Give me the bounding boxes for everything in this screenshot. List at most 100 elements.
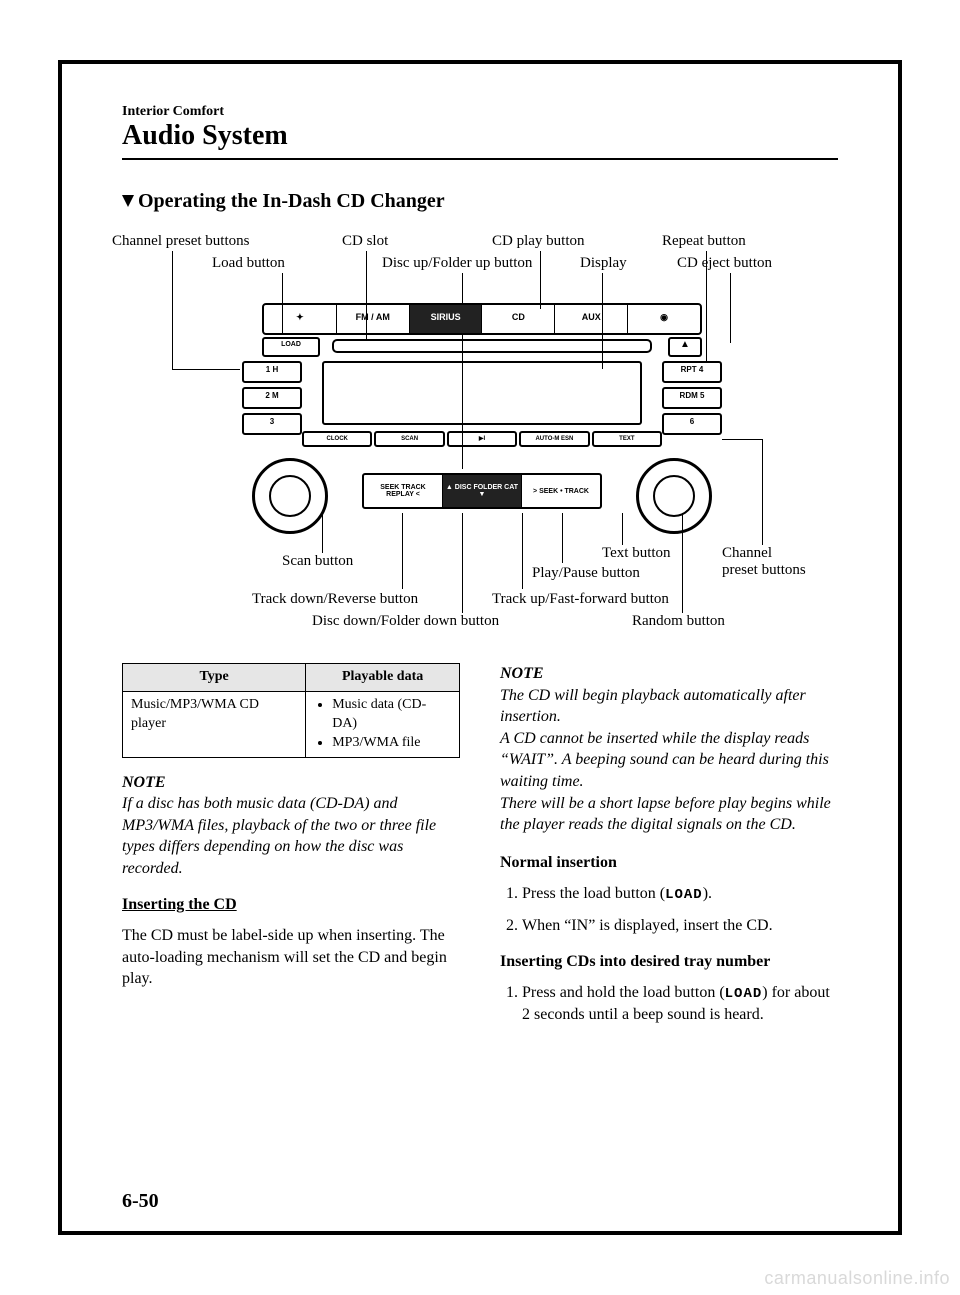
table-cell-data: Music data (CD-DA) MP3/WMA file [306, 691, 460, 757]
table-cell-type: Music/MP3/WMA CD player [123, 691, 306, 757]
content-frame: Interior Comfort Audio System Operating … [58, 60, 902, 1235]
sirius-button: SIRIUS [410, 305, 483, 333]
autom-button: AUTO-M ESN [519, 431, 589, 447]
section-title: Operating the In-Dash CD Changer [122, 190, 838, 213]
preset-6: 6 [662, 413, 722, 435]
section-title-text: Operating the In-Dash CD Changer [138, 190, 445, 212]
preset-4: RPT 4 [662, 361, 722, 383]
play-button: ▶I [447, 431, 517, 447]
callout-line [682, 513, 683, 613]
normal-insertion-steps: Press the load button (LOAD). When “IN” … [500, 883, 838, 936]
label-random: Random button [632, 613, 725, 630]
tray-insertion-steps: Press and hold the load button (LOAD) fo… [500, 982, 838, 1025]
callout-line [722, 439, 762, 440]
playable-item: Music data (CD-DA) [332, 696, 451, 734]
note-heading: NOTE [500, 665, 544, 682]
cd-changer-diagram: Channel preset buttons CD slot CD play b… [122, 233, 842, 633]
callout-line [540, 251, 541, 309]
load-label-inline: LOAD [725, 986, 763, 1002]
note-text: The CD will begin playback automatically… [500, 687, 806, 726]
preset-right-group: RPT 4 RDM 5 6 [662, 361, 722, 439]
header-category: Interior Comfort [122, 104, 838, 120]
cd-button: CD [482, 305, 555, 333]
aux-button: AUX [555, 305, 628, 333]
load-button: LOAD [262, 337, 320, 357]
note-block: NOTE The CD will begin playback automati… [500, 663, 838, 836]
label-disc-down: Disc down/Folder down button [312, 613, 499, 630]
label-play-pause: Play/Pause button [532, 565, 640, 582]
seek-group: SEEK TRACK REPLAY < ▲ DISC FOLDER CAT ▼ … [362, 473, 602, 509]
playable-data-table: Type Playable data Music/MP3/WMA CD play… [122, 663, 460, 758]
normal-insertion-heading: Normal insertion [500, 852, 838, 874]
display-window [322, 361, 642, 425]
label-scan: Scan button [282, 553, 353, 570]
label-repeat: Repeat button [662, 233, 746, 250]
label-channel-preset-2: Channel preset buttons [722, 545, 806, 579]
step-item: When “IN” is displayed, insert the CD. [522, 915, 838, 937]
callout-line [522, 513, 523, 589]
header-title: Audio System [122, 120, 838, 152]
callout-line [322, 513, 323, 553]
label-display: Display [580, 255, 627, 272]
seek-fwd: > SEEK • TRACK [522, 475, 600, 507]
source-row: ✦ FM / AM SIRIUS CD AUX ◉ [262, 303, 702, 335]
step-item: Press and hold the load button (LOAD) fo… [522, 982, 838, 1025]
callout-line [762, 439, 763, 545]
table-row: Music/MP3/WMA CD player Music data (CD-D… [123, 691, 460, 757]
body-columns: Type Playable data Music/MP3/WMA CD play… [122, 663, 838, 1040]
function-row: CLOCK SCAN ▶I AUTO-M ESN TEXT [302, 431, 662, 447]
label-cd-eject: CD eject button [677, 255, 772, 272]
right-column: NOTE The CD will begin playback automati… [500, 663, 838, 1040]
step-item: Press the load button (LOAD). [522, 883, 838, 905]
clock-button: CLOCK [302, 431, 372, 447]
preset-1: 1 H [242, 361, 302, 383]
label-cd-play: CD play button [492, 233, 585, 250]
eject-button: ▲ [668, 337, 702, 357]
logo-icon: ✦ [264, 305, 337, 333]
callout-line [562, 513, 563, 563]
label-load: Load button [212, 255, 285, 272]
disc-folder-button: ▲ DISC FOLDER CAT ▼ [443, 475, 522, 507]
preset-3: 3 [242, 413, 302, 435]
inserting-cd-heading: Inserting the CD [122, 894, 460, 916]
label-track-down: Track down/Reverse button [252, 591, 418, 608]
table-header-data: Playable data [306, 664, 460, 692]
label-channel-preset: Channel preset buttons [112, 233, 249, 250]
page-number: 6-50 [122, 1190, 159, 1213]
tray-insertion-heading: Inserting CDs into desired tray number [500, 951, 838, 973]
seek-back: SEEK TRACK REPLAY < [364, 475, 443, 507]
left-column: Type Playable data Music/MP3/WMA CD play… [122, 663, 460, 1040]
radio-unit: ✦ FM / AM SIRIUS CD AUX ◉ LOAD ▲ 1 H 2 M… [202, 303, 762, 543]
playable-item: MP3/WMA file [332, 734, 451, 753]
triangle-icon [122, 195, 134, 207]
label-cd-slot: CD slot [342, 233, 388, 250]
label-text: Text button [602, 545, 671, 562]
watermark: carmanualsonline.info [764, 1268, 950, 1289]
preset-5: RDM 5 [662, 387, 722, 409]
note-heading: NOTE [122, 774, 166, 791]
note-text: If a disc has both music data (CD-DA) an… [122, 795, 436, 877]
note-text: There will be a short lapse before play … [500, 795, 831, 834]
header-rule [122, 158, 838, 160]
label-disc-up: Disc up/Folder up button [382, 255, 532, 272]
note-text: A CD cannot be inserted while the displa… [500, 730, 829, 790]
page: Interior Comfort Audio System Operating … [0, 0, 960, 1295]
callout-line [462, 513, 463, 613]
label-track-up: Track up/Fast-forward button [492, 591, 669, 608]
cd-slot [332, 339, 652, 353]
callout-line [402, 513, 403, 589]
disc-icon: ◉ [628, 305, 700, 333]
callout-line [622, 513, 623, 545]
tune-knob [636, 458, 712, 534]
volume-knob [252, 458, 328, 534]
preset-2: 2 M [242, 387, 302, 409]
fm-am-button: FM / AM [337, 305, 410, 333]
load-label-inline: LOAD [665, 887, 703, 903]
preset-left-group: 1 H 2 M 3 [242, 361, 302, 439]
note-block: NOTE If a disc has both music data (CD-D… [122, 772, 460, 880]
inserting-cd-text: The CD must be label-side up when insert… [122, 925, 460, 990]
text-button: TEXT [592, 431, 662, 447]
table-header-type: Type [123, 664, 306, 692]
scan-button: SCAN [374, 431, 444, 447]
callout-line [172, 251, 173, 369]
